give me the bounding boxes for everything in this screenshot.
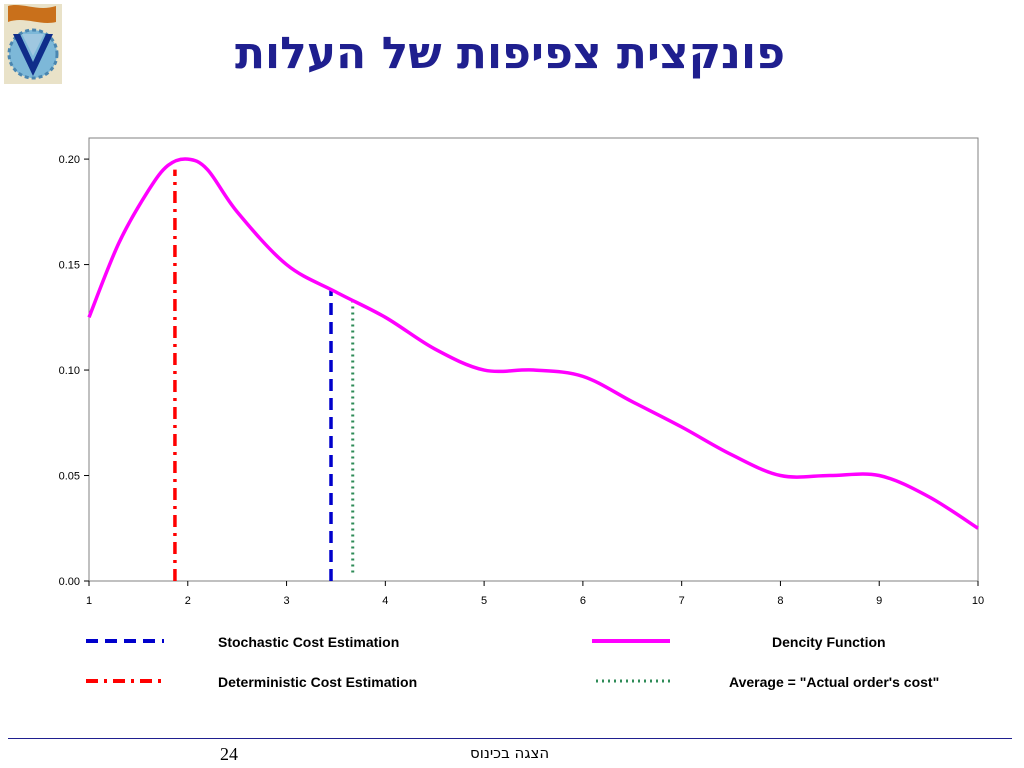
x-tick-label: 9 [876,595,882,607]
x-tick-label: 2 [185,595,191,607]
x-tick-label: 5 [481,595,487,607]
y-tick-label: 0.20 [59,154,80,166]
series-dencity-function [87,157,979,530]
legend-label-average: Average = "Actual order's cost" [729,674,940,690]
legend-label-deterministic: Deterministic Cost Estimation [218,674,418,690]
page-number: 24 [220,744,238,764]
x-tick-label: 4 [382,595,388,607]
x-tick-label: 6 [580,595,586,607]
y-tick-label: 0.05 [59,471,80,483]
x-tick-label: 10 [972,595,984,607]
technion-logo [4,4,62,84]
legend-label-density: Dencity Function [772,634,886,650]
legend-swatches [86,639,674,683]
slide-title: פונקצית צפיפות של העלות [234,28,786,79]
y-tick-label: 0.00 [59,576,80,588]
y-tick-label: 0.15 [59,260,80,272]
x-tick-label: 8 [777,595,783,607]
series-layer [87,157,979,581]
plot-area [88,137,979,582]
y-axis: 0.00 0.05 0.10 0.15 0.20 [59,154,89,588]
x-tick-label: 1 [86,595,92,607]
x-axis: 1 2 3 4 5 6 7 8 9 10 [86,581,984,607]
footer-divider [8,738,1012,739]
legend-label-stochastic: Stochastic Cost Estimation [218,634,400,650]
x-tick-label: 3 [283,595,289,607]
x-tick-label: 7 [679,595,685,607]
footer-text: הצגה בכינוס [470,744,550,762]
y-tick-label: 0.10 [59,365,80,377]
